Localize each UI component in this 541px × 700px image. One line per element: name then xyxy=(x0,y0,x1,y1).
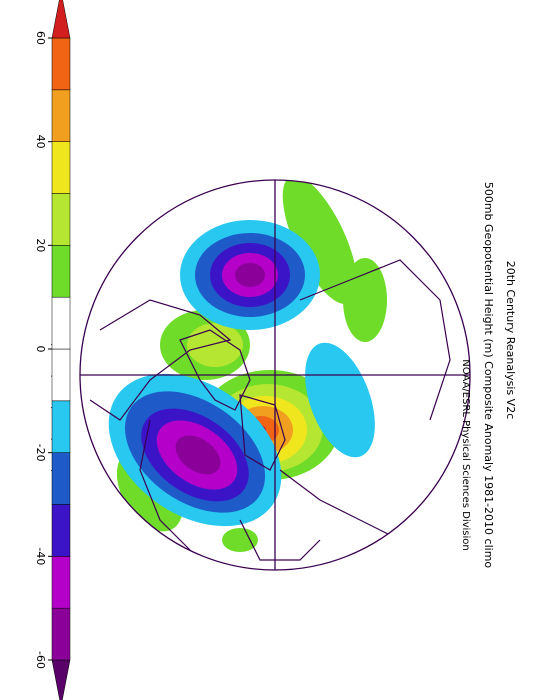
colorbar-tick-label: -20 xyxy=(34,444,47,462)
colorbar-arrow xyxy=(51,659,71,700)
subtitle: 500mb Geopotential Height (m) Composite … xyxy=(482,182,495,569)
source: NOAA/ESRL Physical Sciences Division xyxy=(460,359,471,551)
colorbar-box xyxy=(51,400,71,453)
colorbar-tick-label: -60 xyxy=(34,651,47,669)
colorbar-box xyxy=(51,141,71,194)
map xyxy=(79,179,471,571)
colorbar: -60 -40 -20 0 20 40 60 xyxy=(34,0,71,700)
colorbar-box xyxy=(51,556,71,609)
colorbar-tick-label: 20 xyxy=(34,238,47,252)
colorbar-box xyxy=(51,193,71,246)
colorbar-box xyxy=(51,296,71,350)
colorbar-box xyxy=(51,245,71,298)
colorbar-tick-label: -40 xyxy=(34,547,47,565)
colorbar-tick-label: 60 xyxy=(34,31,47,45)
colorbar-arrow xyxy=(51,0,71,39)
colorbar-box xyxy=(51,607,71,661)
colorbar-tick-label: 40 xyxy=(34,135,47,149)
colorbar-box xyxy=(51,504,71,557)
colorbar-box xyxy=(51,37,71,91)
colorbar-box xyxy=(51,348,71,402)
title: 20th Century Reanalysis V2c xyxy=(504,261,517,420)
colorbar-box xyxy=(51,452,71,505)
colorbar-box xyxy=(51,89,71,142)
colorbar-tick-label: 0 xyxy=(34,346,47,353)
